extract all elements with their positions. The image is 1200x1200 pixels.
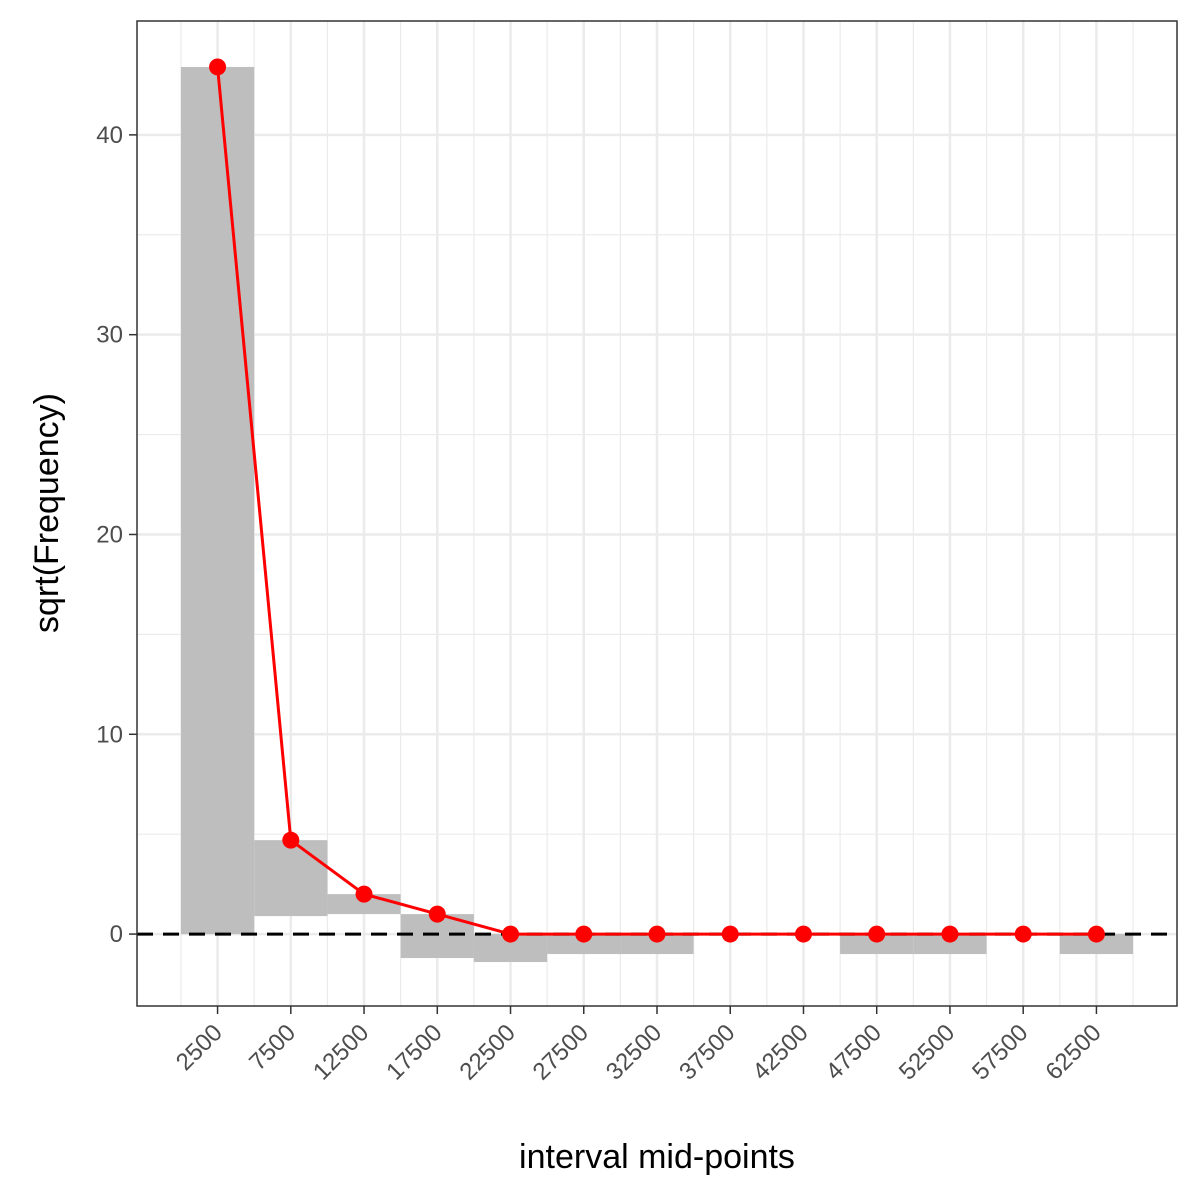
fitted-point: [428, 905, 446, 923]
y-tick-label: 30: [96, 322, 123, 349]
histogram-bar: [254, 840, 328, 917]
histogram-bar: [620, 934, 694, 955]
fitted-point: [502, 925, 520, 943]
y-tick-label: 0: [110, 921, 123, 948]
fitted-point: [868, 925, 886, 943]
fitted-point: [209, 58, 227, 76]
fitted-point: [282, 831, 300, 849]
fitted-point: [1014, 925, 1032, 943]
y-tick-label: 20: [96, 521, 123, 548]
histogram-bar: [1059, 934, 1134, 955]
histogram-bar: [840, 934, 914, 955]
fitted-point: [941, 925, 959, 943]
fitted-point: [355, 885, 373, 903]
fitted-point: [575, 925, 593, 943]
fitted-point: [1087, 925, 1105, 943]
histogram-bar: [913, 934, 987, 955]
histogram-bar: [547, 934, 621, 955]
histogram-bar: [180, 66, 255, 935]
fitted-point: [721, 925, 739, 943]
y-tick-label: 10: [96, 721, 123, 748]
y-tick-label: 40: [96, 122, 123, 149]
y-axis-title: sqrt(Frequency): [28, 393, 66, 633]
x-axis-title: interval mid-points: [519, 1138, 795, 1176]
fitted-point: [648, 925, 666, 943]
fitted-points: [209, 58, 1105, 943]
y-axis: 0 10 20 30 40: [96, 122, 137, 948]
fitted-point: [794, 925, 812, 943]
